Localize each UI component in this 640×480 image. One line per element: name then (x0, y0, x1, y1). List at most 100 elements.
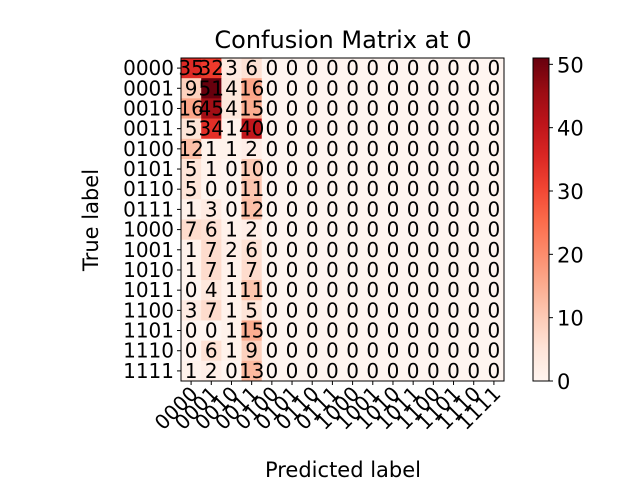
cell-value-label: 0 (346, 157, 359, 181)
heatmap-cell (423, 118, 444, 140)
heatmap-cell (483, 340, 505, 362)
cell-value-label: 0 (286, 56, 299, 80)
cell-value-label: 0 (265, 278, 278, 302)
cell-value-label: 40 (239, 117, 264, 141)
heatmap-cell (241, 138, 263, 160)
heatmap-cell (181, 259, 202, 281)
cell-value-label: 0 (366, 56, 379, 80)
heatmap-cell (281, 98, 303, 120)
heatmap-cell (241, 98, 263, 120)
cell-value-label: 0 (286, 117, 299, 141)
heatmap-cell (281, 300, 303, 321)
cell-value-label: 0 (488, 96, 501, 120)
heatmap-cell (443, 360, 465, 382)
cell-value-label: 1 (185, 359, 198, 383)
cell-value-label: 0 (467, 258, 480, 282)
x-axis-ticks: 0000000100100011010001010110011110001001… (150, 381, 505, 435)
cell-value-label: 0 (467, 76, 480, 100)
heatmap-cell (302, 300, 323, 321)
heatmap-cell (241, 340, 263, 362)
cell-value-label: 0 (427, 339, 440, 363)
heatmap-cell (322, 259, 343, 281)
heatmap-cell (322, 219, 343, 241)
cell-value-label: 0 (427, 238, 440, 262)
cell-value-label: 0 (346, 319, 359, 343)
cell-value-label: 0 (366, 117, 379, 141)
heatmap-cell (302, 179, 323, 200)
heatmap-cell (382, 239, 404, 261)
heatmap-cell (241, 360, 263, 382)
heatmap-cell (181, 239, 202, 261)
cell-value-label: 0 (387, 359, 400, 383)
heatmap-cell (261, 98, 283, 120)
heatmap-cell (221, 280, 243, 301)
heatmap-cell (403, 340, 424, 362)
heatmap-cell (382, 158, 404, 180)
cell-value-label: 0 (467, 339, 480, 363)
heatmap-cell (463, 320, 485, 342)
cell-value-label: 1 (225, 258, 238, 282)
cell-value-label: 0 (286, 76, 299, 100)
heatmap-cell (362, 340, 384, 362)
heatmap-cell (322, 320, 343, 342)
cell-value-label: 0 (488, 298, 501, 322)
heatmap-cell (261, 280, 283, 301)
y-tick-label: 0110 (123, 177, 174, 201)
heatmap-cell (181, 300, 202, 321)
cell-value-label: 11 (239, 278, 264, 302)
heatmap-cell (261, 158, 283, 180)
y-tick-label: 0000 (123, 56, 174, 80)
cell-value-label: 1 (225, 319, 238, 343)
y-axis-ticks: 0000000100100011010001010110011110001001… (123, 56, 181, 383)
heatmap-cell (463, 78, 485, 99)
heatmap-cell (281, 78, 303, 99)
cell-value-label: 3 (225, 56, 238, 80)
cell-value-label: 1 (185, 238, 198, 262)
heatmap-cell (241, 78, 263, 99)
cell-value-label: 2 (245, 137, 258, 161)
cell-value-label: 0 (467, 137, 480, 161)
cell-value-label: 7 (185, 218, 198, 242)
cell-value-label: 0 (265, 298, 278, 322)
cell-value-label: 0 (225, 177, 238, 201)
heatmap-cell (362, 259, 384, 281)
cell-value-label: 0 (366, 96, 379, 120)
cell-value-label: 0 (225, 359, 238, 383)
heatmap-cell (181, 219, 202, 241)
heatmap-cell (483, 58, 505, 79)
heatmap-cell (241, 219, 263, 241)
cell-value-label: 3 (205, 197, 218, 221)
heatmap-cell (302, 219, 323, 241)
heatmap-cell (281, 199, 303, 220)
cell-value-label: 0 (306, 56, 319, 80)
heatmap-cell (382, 118, 404, 140)
heatmap-cell (342, 280, 364, 301)
cell-value-label: 0 (467, 197, 480, 221)
heatmap-cell (443, 98, 465, 120)
cell-value-label: 0 (407, 117, 420, 141)
cell-value-label: 3 (185, 298, 198, 322)
y-tick-label: 0011 (123, 117, 174, 141)
heatmap-cell (342, 239, 364, 261)
cell-value-label: 1 (205, 137, 218, 161)
heatmap-cell (201, 58, 222, 79)
cell-value-label: 0 (488, 117, 501, 141)
heatmap-cell (302, 118, 323, 140)
cell-value-label: 0 (346, 177, 359, 201)
cell-value-label: 0 (326, 76, 339, 100)
chart-title: Confusion Matrix at 0 (214, 26, 471, 54)
heatmap-cell (181, 58, 202, 79)
cell-value-label: 0 (366, 157, 379, 181)
heatmap-cell (241, 179, 263, 200)
heatmap-cell (403, 138, 424, 160)
cell-value-label: 0 (346, 56, 359, 80)
cell-value-label: 0 (427, 278, 440, 302)
cell-value-label: 0 (427, 96, 440, 120)
heatmap-cell (241, 280, 263, 301)
cell-value-label: 0 (286, 359, 299, 383)
cell-value-label: 0 (387, 339, 400, 363)
heatmap-cell (342, 58, 364, 79)
heatmap-cell (302, 78, 323, 99)
cell-value-label: 0 (427, 218, 440, 242)
heatmap-cell (261, 239, 283, 261)
